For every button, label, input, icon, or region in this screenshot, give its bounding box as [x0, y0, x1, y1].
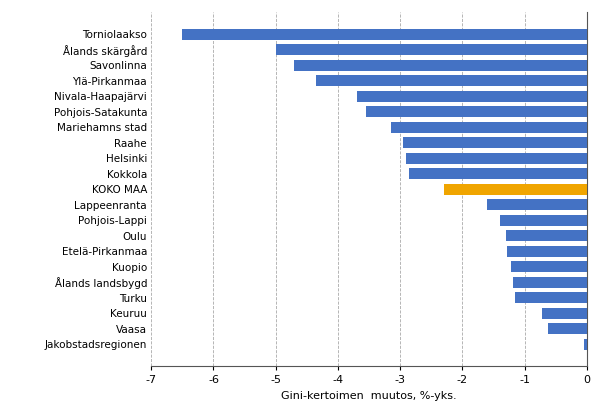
Bar: [500, 215, 587, 226]
Bar: [487, 199, 587, 210]
Bar: [514, 277, 587, 288]
Bar: [295, 59, 587, 71]
Bar: [410, 168, 587, 179]
Bar: [404, 137, 587, 149]
Bar: [507, 246, 587, 257]
Bar: [506, 230, 587, 241]
X-axis label: Gini-kertoimen  muutos, %-yks.: Gini-kertoimen muutos, %-yks.: [281, 391, 457, 401]
Bar: [407, 153, 587, 164]
Bar: [316, 75, 587, 86]
Bar: [276, 44, 587, 55]
Bar: [542, 308, 587, 319]
Bar: [584, 339, 587, 350]
Bar: [443, 184, 587, 195]
Bar: [511, 261, 587, 272]
Bar: [182, 29, 587, 40]
Bar: [366, 106, 587, 117]
Bar: [515, 292, 587, 303]
Bar: [356, 91, 587, 102]
Bar: [548, 323, 587, 334]
Bar: [391, 121, 587, 133]
